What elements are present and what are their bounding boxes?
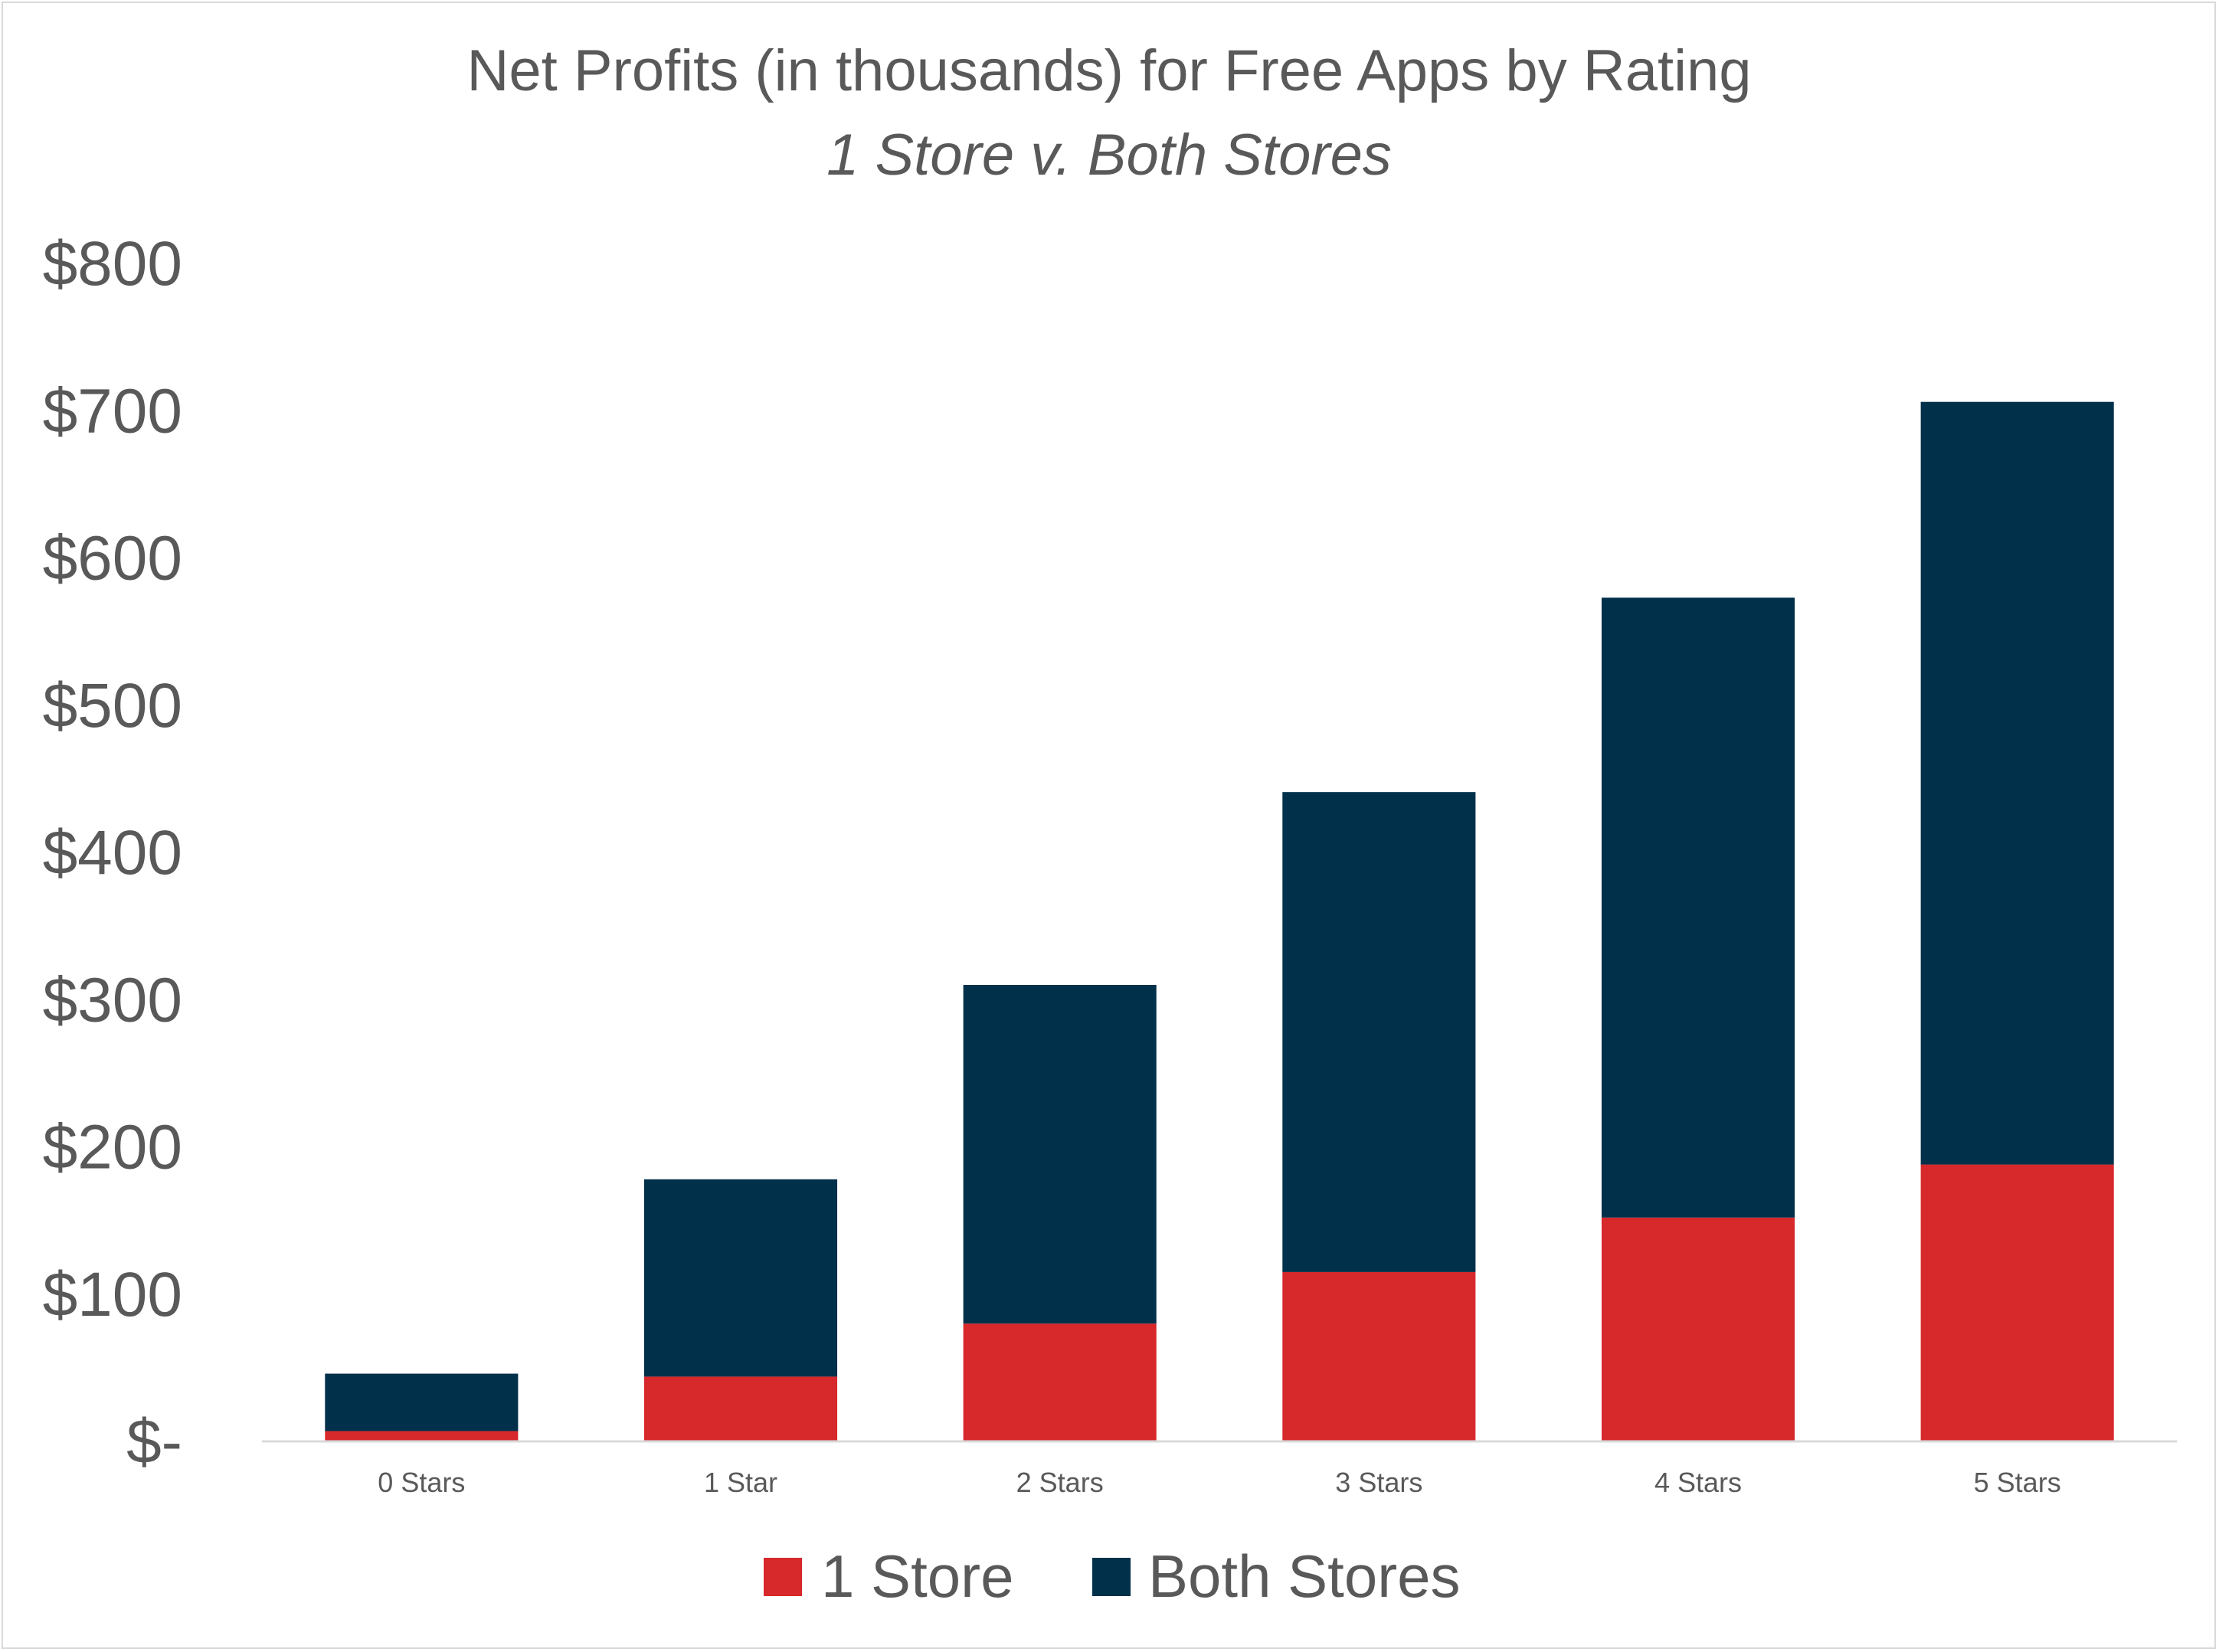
x-axis-ticks: 0 Stars 1 Star 2 Stars 3 Stars 4 Stars 5 Star…	[378, 1467, 2060, 1498]
bar-both-stores	[1282, 792, 1476, 1272]
bar-both-stores	[1601, 597, 1795, 1218]
bar-1-store	[963, 1323, 1157, 1441]
chart-title: Net Profits (in thousands) for Free Apps…	[466, 38, 1751, 103]
bar-1-store	[643, 1376, 838, 1441]
bar-1-store	[325, 1431, 519, 1441]
y-tick-label: $100	[43, 1260, 182, 1330]
legend: 1 Store Both Stores	[764, 1542, 1461, 1610]
legend-swatch-1-store	[764, 1558, 802, 1596]
y-tick-label: $-	[126, 1407, 182, 1477]
x-tick-label: 3 Stars	[1335, 1467, 1422, 1498]
x-tick-label: 2 Stars	[1016, 1467, 1104, 1498]
bar-both-stores	[643, 1179, 838, 1377]
legend-label-both-stores: Both Stores	[1148, 1542, 1461, 1610]
x-tick-label: 1 Star	[704, 1467, 777, 1498]
bar-1-store	[1601, 1217, 1795, 1441]
legend-label-1-store: 1 Store	[821, 1542, 1013, 1610]
bar-1-store	[1920, 1164, 2114, 1441]
bar-both-stores	[1920, 401, 2114, 1165]
bars	[325, 401, 2114, 1441]
bar-1-store	[1282, 1271, 1476, 1441]
bar-both-stores	[963, 985, 1157, 1324]
y-tick-label: $400	[43, 818, 182, 888]
y-tick-label: $700	[43, 376, 182, 446]
x-tick-label: 4 Stars	[1654, 1467, 1742, 1498]
x-tick-label: 5 Stars	[1974, 1467, 2061, 1498]
x-tick-label: 0 Stars	[378, 1467, 465, 1498]
y-tick-label: $200	[43, 1113, 182, 1183]
chart-subtitle: 1 Store v. Both Stores	[826, 123, 1392, 188]
y-tick-label: $300	[43, 965, 182, 1035]
y-tick-label: $800	[43, 229, 182, 299]
y-tick-label: $500	[43, 671, 182, 741]
bar-both-stores	[325, 1373, 519, 1431]
legend-swatch-both-stores	[1092, 1558, 1131, 1596]
y-tick-label: $600	[43, 524, 182, 594]
y-axis-ticks: $- $100 $200 $300 $400 $500 $600 $700 $800	[43, 229, 182, 1477]
